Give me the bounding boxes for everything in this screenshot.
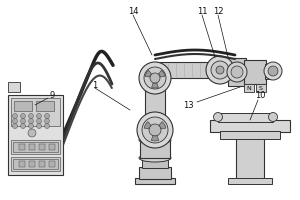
Text: 10: 10 bbox=[255, 90, 265, 99]
Wedge shape bbox=[151, 136, 159, 141]
Bar bbox=[14, 101, 32, 111]
Text: 12: 12 bbox=[213, 7, 223, 17]
Bar bbox=[36, 101, 54, 111]
Bar bbox=[139, 167, 171, 179]
Circle shape bbox=[28, 114, 34, 118]
Text: 1: 1 bbox=[92, 80, 98, 90]
Circle shape bbox=[227, 62, 247, 82]
Circle shape bbox=[13, 118, 17, 123]
Wedge shape bbox=[159, 122, 166, 129]
Circle shape bbox=[150, 73, 160, 83]
Bar bbox=[145, 80, 165, 130]
Bar bbox=[218, 113, 273, 122]
Bar bbox=[39, 144, 45, 150]
Bar bbox=[39, 161, 45, 167]
Text: 11: 11 bbox=[197, 7, 207, 17]
Bar bbox=[228, 58, 246, 86]
Text: 13: 13 bbox=[183, 100, 193, 110]
Ellipse shape bbox=[139, 136, 171, 144]
Circle shape bbox=[139, 62, 171, 94]
Circle shape bbox=[149, 124, 161, 136]
Ellipse shape bbox=[139, 154, 171, 162]
Text: 9: 9 bbox=[50, 90, 55, 99]
Circle shape bbox=[37, 114, 41, 118]
Bar bbox=[155, 62, 220, 78]
Bar bbox=[29, 161, 35, 167]
Bar bbox=[220, 131, 280, 139]
Circle shape bbox=[142, 117, 168, 143]
Circle shape bbox=[13, 114, 17, 118]
Bar bbox=[19, 144, 25, 150]
Circle shape bbox=[144, 67, 166, 89]
Circle shape bbox=[37, 123, 41, 129]
Bar bbox=[256, 84, 266, 92]
Bar bbox=[236, 132, 264, 180]
Bar bbox=[210, 120, 290, 132]
Circle shape bbox=[268, 66, 278, 76]
Bar bbox=[49, 144, 55, 150]
Circle shape bbox=[206, 56, 234, 84]
Bar bbox=[244, 84, 254, 92]
Circle shape bbox=[28, 129, 36, 137]
Bar bbox=[13, 159, 58, 169]
Circle shape bbox=[231, 66, 243, 78]
Bar bbox=[49, 161, 55, 167]
Circle shape bbox=[20, 118, 26, 123]
Circle shape bbox=[264, 62, 282, 80]
Ellipse shape bbox=[268, 112, 278, 121]
Bar bbox=[13, 142, 58, 152]
Ellipse shape bbox=[214, 112, 223, 121]
Bar bbox=[244, 60, 266, 84]
Wedge shape bbox=[144, 122, 151, 129]
Wedge shape bbox=[145, 70, 152, 77]
Bar bbox=[8, 82, 20, 92]
Bar bbox=[29, 144, 35, 150]
Bar bbox=[140, 140, 170, 158]
Bar bbox=[228, 178, 272, 184]
Circle shape bbox=[44, 118, 50, 123]
Wedge shape bbox=[158, 70, 165, 77]
Bar bbox=[142, 158, 168, 168]
Circle shape bbox=[37, 118, 41, 123]
Circle shape bbox=[44, 123, 50, 129]
Wedge shape bbox=[152, 83, 158, 88]
Circle shape bbox=[44, 114, 50, 118]
Text: S: S bbox=[259, 86, 263, 92]
Bar bbox=[11, 140, 60, 154]
Circle shape bbox=[13, 123, 17, 129]
Text: N: N bbox=[247, 86, 251, 92]
Bar bbox=[11, 98, 60, 126]
Text: 14: 14 bbox=[128, 7, 138, 17]
Circle shape bbox=[216, 66, 224, 74]
Bar bbox=[11, 157, 60, 171]
Circle shape bbox=[137, 112, 173, 148]
Bar bbox=[135, 178, 175, 184]
Bar bbox=[8, 95, 63, 175]
Bar bbox=[265, 64, 273, 79]
Circle shape bbox=[28, 118, 34, 123]
Bar bbox=[19, 161, 25, 167]
Circle shape bbox=[20, 114, 26, 118]
Circle shape bbox=[20, 123, 26, 129]
Circle shape bbox=[28, 123, 34, 129]
Circle shape bbox=[211, 61, 229, 79]
